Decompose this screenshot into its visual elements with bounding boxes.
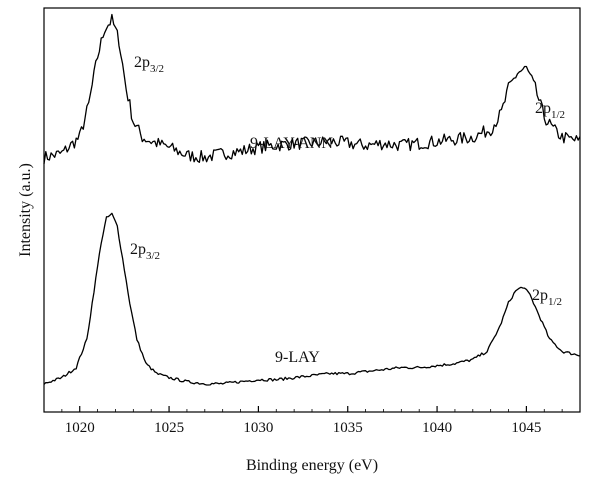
x-tick-label: 1025: [154, 420, 184, 436]
x-tick-label: 1020: [65, 420, 95, 436]
annotation-lay-peak-base: 2p: [130, 241, 146, 258]
x-tick-label: 1045: [511, 420, 541, 436]
annotation-lay-peak2-sub: 1/2: [548, 296, 562, 308]
annotation-ann-peak-label: 2p3/2: [134, 54, 164, 75]
x-tick-label: 1040: [422, 420, 452, 436]
annotation-lay-peak2-label: 2p1/2: [532, 287, 562, 308]
annotation-ann-peak-sub: 3/2: [150, 63, 164, 75]
annotation-lay-peak-label: 2p3/2: [130, 241, 160, 262]
series-label-9-lay-ann: 9-LAY-ANN: [250, 135, 333, 152]
x-tick-label: 1030: [243, 420, 273, 436]
annotation-ann-peak2-label: 2p1/2: [535, 100, 565, 121]
y-axis-title: Intensity (a.u.): [17, 163, 34, 257]
x-tick-label: 1035: [333, 420, 363, 436]
annotation-ann-peak2-sub: 1/2: [551, 109, 565, 121]
x-axis-ticks: 1020 1025 1030 1035 1040 1045: [43, 406, 581, 436]
annotation-ann-peak2-base: 2p: [535, 100, 551, 117]
annotation-lay-peak-sub: 3/2: [146, 250, 160, 262]
series-line-9-lay-ann: [43, 13, 581, 164]
annotation-lay-peak2-base: 2p: [532, 287, 548, 304]
annotation-ann-peak-base: 2p: [134, 54, 150, 71]
series-line-9-lay: [43, 212, 581, 386]
x-axis-title: Binding energy (eV): [246, 457, 378, 474]
series-label-9-lay: 9-LAY: [275, 349, 320, 366]
series-lines: [43, 13, 581, 386]
